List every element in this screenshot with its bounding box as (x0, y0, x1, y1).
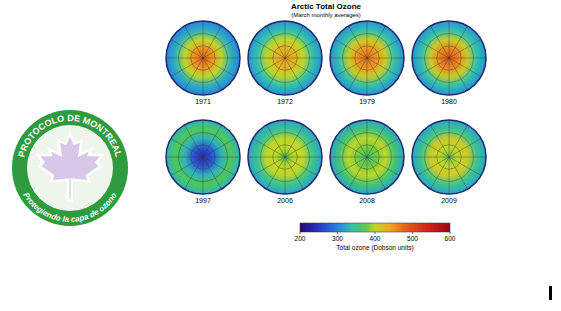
svg-text:2008: 2008 (359, 197, 375, 204)
svg-text:(March monthly averages): (March monthly averages) (291, 12, 361, 18)
svg-text:500: 500 (407, 235, 418, 242)
svg-text:300: 300 (332, 235, 343, 242)
svg-text:2009: 2009 (441, 197, 457, 204)
svg-text:Protegiendo la capa de ozono: Protegiendo la capa de ozono (21, 191, 118, 224)
svg-text:2006: 2006 (277, 197, 293, 204)
svg-text:200: 200 (295, 235, 306, 242)
svg-text:Total ozone (Dobson units): Total ozone (Dobson units) (336, 244, 413, 252)
svg-text:400: 400 (370, 235, 381, 242)
svg-text:600: 600 (445, 235, 456, 242)
svg-text:1972: 1972 (277, 98, 293, 105)
svg-text:1980: 1980 (441, 98, 457, 105)
svg-text:Arctic Total Ozone: Arctic Total Ozone (291, 2, 362, 11)
svg-text:PROTOCOLO DE MONTREAL: PROTOCOLO DE MONTREAL (16, 113, 123, 159)
svg-text:1997: 1997 (195, 197, 211, 204)
svg-text:1971: 1971 (195, 98, 211, 105)
svg-text:1979: 1979 (359, 98, 375, 105)
